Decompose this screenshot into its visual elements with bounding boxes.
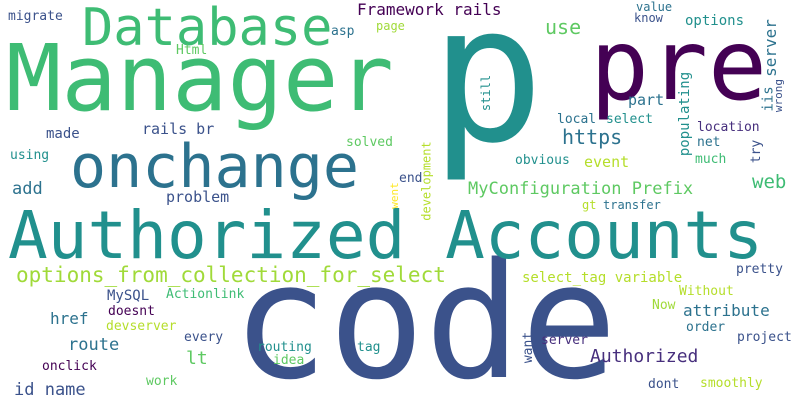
word-route: route: [68, 335, 120, 355]
word-net: net: [697, 135, 721, 150]
word-using: using: [10, 148, 50, 163]
word-work: work: [146, 374, 178, 389]
word-use: use: [545, 15, 582, 39]
word-try: try: [749, 139, 765, 164]
word-framework-rails: Framework rails: [357, 0, 502, 19]
word-location: location: [697, 120, 760, 135]
word-p: p: [430, 0, 545, 185]
word-lt: lt: [186, 348, 208, 369]
word-development: development: [419, 141, 434, 221]
word-authorized: Authorized: [590, 346, 699, 367]
word-manager: Manager: [6, 25, 394, 132]
word-problem: problem: [166, 188, 230, 206]
word-rails-br: rails br: [142, 120, 215, 138]
word-project: project: [737, 330, 792, 345]
word-much: much: [695, 152, 727, 167]
word-part: part: [628, 91, 665, 109]
word-asp: asp: [331, 24, 355, 39]
word-value: value: [636, 0, 673, 14]
word-href: href: [50, 309, 89, 328]
word-mysql: MySQL: [107, 288, 150, 304]
word-gt: gt: [582, 198, 597, 212]
word-transfer: transfer: [603, 198, 661, 212]
word-myconfiguration-prefix: MyConfiguration Prefix: [468, 179, 694, 199]
word-populating: populating: [677, 71, 694, 157]
word-idea: idea: [273, 353, 305, 368]
word-attribute: attribute: [683, 301, 770, 320]
word-authorized-accounts: Authorized Accounts: [8, 197, 763, 274]
word-end: end: [399, 171, 423, 186]
word-devserver: devserver: [106, 319, 177, 334]
word-dont: dont: [648, 377, 680, 392]
word-server-vertical: server: [760, 19, 780, 77]
word-obvious: obvious: [515, 153, 570, 168]
word-migrate: migrate: [8, 9, 63, 24]
word-solved: solved: [346, 135, 393, 150]
word-event: event: [584, 153, 630, 171]
word-options: options: [685, 13, 745, 29]
word-smoothly: smoothly: [700, 376, 763, 391]
word-https: https: [562, 125, 623, 149]
word-went: went: [387, 182, 401, 209]
word-want: want: [521, 331, 537, 364]
word-wrong: wrong: [772, 78, 786, 113]
word-web: web: [752, 171, 787, 193]
word-server-small: server: [541, 333, 588, 348]
word-know: know: [634, 11, 663, 25]
word-now: Now: [652, 298, 676, 313]
word-made: made: [46, 126, 80, 142]
word-select-tag-variable: select_tag variable: [522, 270, 683, 286]
word-id-name: id name: [14, 380, 86, 400]
word-without: Without: [679, 284, 734, 299]
word-doesnt: doesnt: [108, 304, 155, 319]
word-tag: tag: [357, 340, 381, 355]
word-routing: routing: [257, 340, 312, 355]
word-local: local: [557, 112, 597, 127]
word-database: Database: [82, 0, 333, 58]
word-onclick: onclick: [42, 359, 97, 374]
word-code: code: [232, 228, 618, 400]
word-pretty: pretty: [736, 262, 783, 277]
word-onchange: onchange: [70, 132, 359, 202]
word-still: still: [479, 74, 494, 112]
word-pre: pre: [590, 9, 768, 123]
word-options-from-collection: options_from_collection_for_select: [16, 263, 446, 287]
word-actionlink: Actionlink: [166, 287, 245, 302]
word-page: page: [376, 19, 405, 33]
word-html: Html: [176, 43, 208, 58]
word-order: order: [686, 320, 726, 335]
word-select: select: [606, 112, 653, 127]
word-add: add: [12, 179, 43, 199]
word-every: every: [184, 330, 224, 345]
